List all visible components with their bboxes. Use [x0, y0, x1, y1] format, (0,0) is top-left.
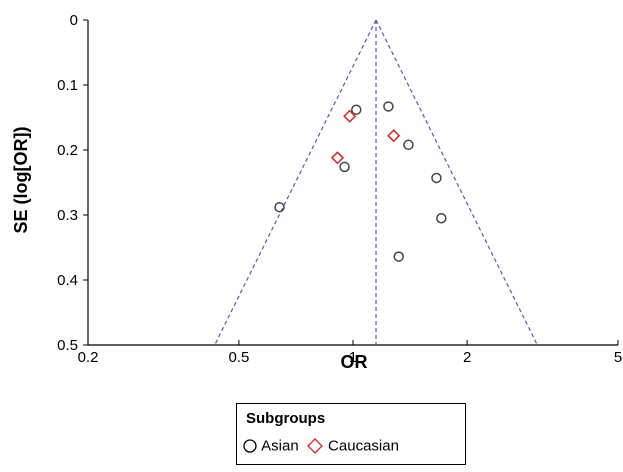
funnel-right-limit — [375, 19, 538, 346]
y-tick-label: 0.5 — [57, 337, 78, 354]
x-tick-label: 0.2 — [78, 349, 99, 366]
data-points — [274, 101, 447, 262]
circle-marker-icon — [243, 439, 257, 453]
y-tick-label: 0 — [70, 12, 78, 29]
data-point-asian — [393, 251, 404, 262]
y-tick-label: 0.3 — [57, 207, 78, 224]
x-axis-title: OR — [341, 352, 368, 372]
x-tick-label: 2 — [463, 349, 471, 366]
legend-label-caucasian: Caucasian — [328, 437, 399, 455]
data-point-asian — [274, 201, 285, 213]
legend-entries: Asian Caucasian — [243, 437, 399, 455]
data-point-caucasian — [387, 129, 401, 143]
x-tick-label: 1 — [349, 349, 357, 366]
axes: 00.10.20.30.40.50.2 0.5 1 2 5 — [57, 12, 622, 366]
data-point-asian — [436, 213, 447, 224]
data-point-asian — [351, 104, 362, 115]
legend-title: Subgroups — [246, 410, 326, 427]
x-tick-label: 0.5 — [228, 349, 249, 366]
data-point-caucasian — [343, 109, 357, 123]
x-tick-label: 5 — [614, 349, 622, 366]
y-tick-label: 0.4 — [57, 272, 78, 289]
funnel-left-limit — [214, 19, 377, 346]
legend: Subgroups Asian Caucasian — [236, 403, 466, 465]
y-axis-title: SE (log[OR]) — [11, 127, 31, 234]
data-point-caucasian — [330, 151, 345, 165]
data-point-asian — [383, 101, 394, 112]
y-tick-label: 0.2 — [57, 142, 78, 159]
y-tick-label: 0.1 — [57, 77, 78, 94]
diamond-marker-icon — [306, 438, 323, 454]
funnel-lines — [214, 19, 538, 346]
data-point-asian — [403, 139, 414, 151]
legend-label-asian: Asian — [261, 437, 299, 455]
data-point-asian — [339, 161, 350, 173]
data-point-asian — [431, 172, 442, 184]
